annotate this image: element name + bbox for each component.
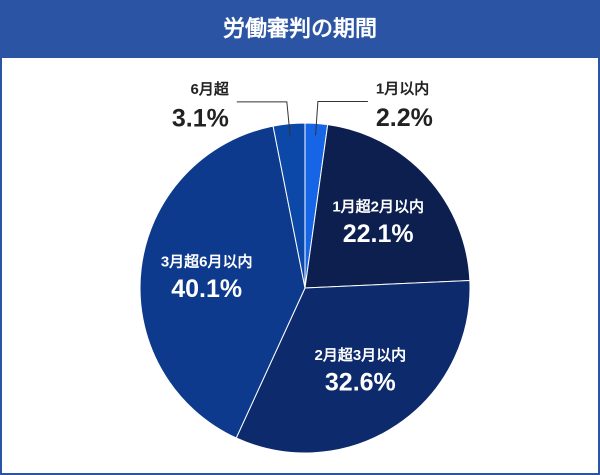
leader-line (236, 101, 291, 136)
slice-value-label: 3.1% (172, 104, 229, 132)
header-band (0, 0, 600, 58)
slice-category-label: 6月超 (190, 80, 229, 98)
slice-value-label: 22.1% (343, 220, 414, 248)
leader-line (315, 100, 368, 136)
slice-value-label: 40.1% (171, 275, 242, 303)
slice-category-label: 3月超6月以内 (161, 252, 253, 270)
slice-category-label: 2月超3月以内 (314, 346, 406, 364)
pie-slice (235, 279, 471, 454)
pie-slice (139, 125, 306, 439)
slice-category-label: 1月以内 (376, 79, 429, 97)
slice-value-label: 2.2% (376, 104, 433, 132)
pie-slice (304, 124, 471, 289)
chart-title: 労働審判の期間 (223, 16, 377, 42)
slice-category-label: 1月超2月以内 (332, 197, 424, 215)
slice-value-label: 32.6% (325, 369, 396, 397)
